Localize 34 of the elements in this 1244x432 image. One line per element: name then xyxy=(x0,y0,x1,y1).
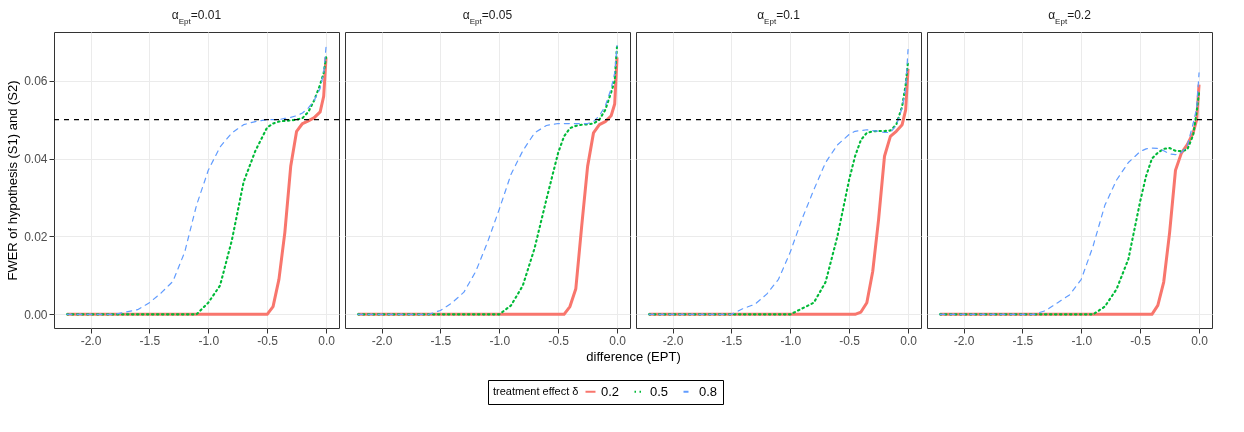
chart-title: α$_{Ept}$=0.01 xyxy=(171,8,222,26)
x-tick-label: -2.0 xyxy=(80,333,102,348)
x-tick-label: -1.5 xyxy=(139,333,161,348)
y-axis-title: FWER of hypothesis (S1) and (S2) xyxy=(5,80,21,281)
x-tick-label: 0.0 xyxy=(609,333,627,348)
x-tick-label: -2.0 xyxy=(371,333,393,348)
x-tick-label: 0.0 xyxy=(900,333,918,348)
x-tick-label: -0.5 xyxy=(548,333,570,348)
y-tick-label: 0.04 xyxy=(24,152,48,167)
y-tick-label: 0.00 xyxy=(24,307,48,322)
x-tick-label: -1.5 xyxy=(430,333,452,348)
x-tick-label: -1.0 xyxy=(780,333,802,348)
x-tick-label: -0.5 xyxy=(1130,333,1152,348)
x-tick-label: -1.0 xyxy=(198,333,220,348)
x-tick-label: -0.5 xyxy=(839,333,861,348)
x-tick-label: -1.5 xyxy=(721,333,743,348)
y-tick-label: 0.02 xyxy=(24,229,48,244)
x-tick-label: -2.0 xyxy=(662,333,684,348)
legend-label: 0.5 xyxy=(650,383,669,399)
chart-title: α$_{Ept}$=0.2 xyxy=(1048,8,1092,26)
legend-title: treatment effect δ xyxy=(493,385,579,397)
x-tick-label: -0.5 xyxy=(257,333,279,348)
x-axis-title: difference (EPT) xyxy=(586,348,681,364)
x-tick-label: -2.0 xyxy=(953,333,975,348)
chart-title: α$_{Ept}$=0.1 xyxy=(757,8,801,26)
legend-label: 0.2 xyxy=(601,383,620,399)
legend-label: 0.8 xyxy=(699,383,718,399)
x-tick-label: 0.0 xyxy=(1191,333,1209,348)
x-tick-label: 0.0 xyxy=(318,333,336,348)
chart-title: α$_{Ept}$=0.05 xyxy=(462,8,513,26)
x-tick-label: -1.5 xyxy=(1012,333,1034,348)
x-tick-label: -1.0 xyxy=(489,333,511,348)
y-tick-label: 0.06 xyxy=(24,74,48,89)
x-tick-label: -1.0 xyxy=(1071,333,1093,348)
